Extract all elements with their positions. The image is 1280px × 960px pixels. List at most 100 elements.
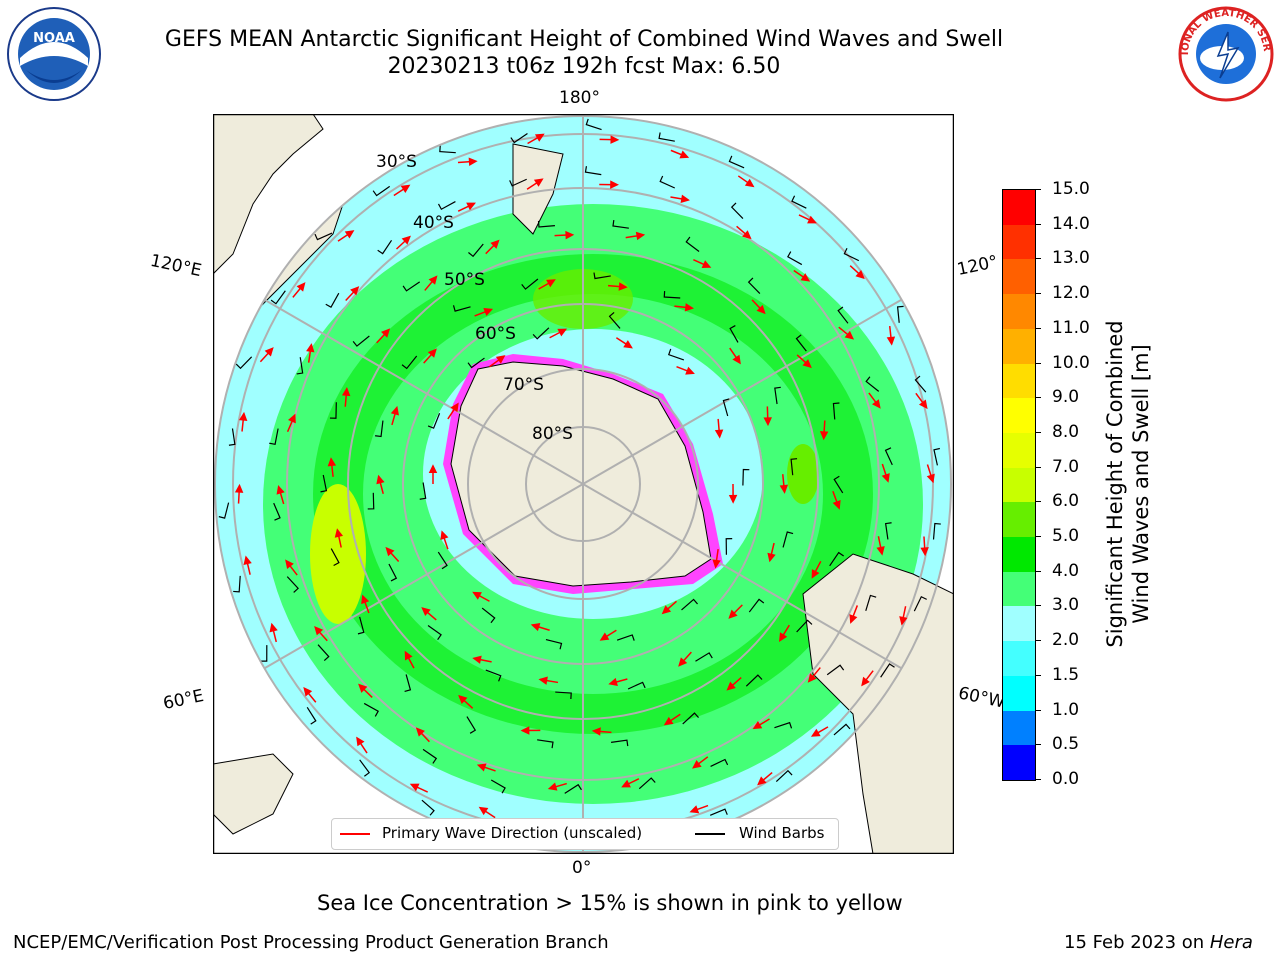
wind-barb (782, 531, 794, 548)
wave-direction-arrowhead (344, 230, 355, 239)
colorbar-tick-mark (1035, 189, 1041, 190)
wind-barb (468, 243, 484, 258)
wave-direction-arrowhead (385, 546, 395, 557)
colorbar-tick-mark (1035, 501, 1041, 503)
wave-direction-arrowhead (876, 546, 885, 556)
wave-direction-arrowhead (855, 269, 865, 280)
colorbar-segment (1003, 432, 1035, 468)
wave-direction-arrowhead (756, 304, 766, 315)
wave-direction-arrowhead (306, 343, 315, 353)
colorbar-tick-label: 1.0 (1052, 699, 1080, 720)
wave-direction-arrowhead (752, 721, 763, 730)
wind-barb (742, 468, 750, 486)
wave-direction-arrowhead (472, 591, 482, 600)
wind-barb (682, 712, 699, 725)
wind-barb (616, 634, 635, 641)
wave-direction-arrowhead (810, 728, 821, 737)
colorbar-segment (1003, 571, 1035, 607)
wind-barb (795, 334, 807, 352)
wave-direction-arrowhead (728, 494, 738, 504)
wave-direction-arrowhead (728, 609, 738, 619)
colorbar-tick-label: 2.0 (1052, 630, 1080, 651)
wind-barb (510, 132, 528, 144)
wind-barb (748, 598, 765, 613)
wind-barb (787, 251, 803, 266)
wave-direction-arrowhead (844, 330, 855, 340)
colorbar-tick-mark (1035, 674, 1041, 676)
wind-barb (352, 335, 370, 347)
wave-direction-arrowhead (285, 559, 294, 569)
wind-barb (914, 375, 927, 393)
wave-direction-arrowhead (763, 417, 772, 427)
footer-host: Hera (1209, 932, 1253, 953)
wave-direction-arrowhead (610, 135, 620, 144)
wind-barb (359, 759, 371, 777)
noaa-logo: NOAA (7, 7, 101, 101)
wave-direction-arrowhead (428, 275, 438, 285)
wind-barb (584, 166, 602, 176)
wave-direction-arrowhead (478, 806, 489, 816)
colorbar-tick-mark (1035, 258, 1041, 260)
wave-direction-arrowhead (415, 727, 425, 737)
wave-direction-arrowhead (689, 805, 700, 814)
colorbar-tick-mark (1035, 536, 1041, 538)
colorbar-tick-label: 7.0 (1052, 456, 1080, 477)
wave-direction-arrowhead (800, 273, 811, 282)
map-legend: Primary Wave Direction (unscaled) Wind B… (331, 818, 839, 850)
wave-direction-arrowhead (341, 387, 351, 397)
wave-direction-arrowhead (685, 366, 695, 375)
colorbar-tick-label: 9.0 (1052, 387, 1080, 408)
wave-direction-arrowhead (350, 286, 360, 296)
wave-direction-arrowhead (886, 336, 896, 346)
wave-direction-arrowhead (635, 231, 646, 241)
wave-direction-arrowhead (476, 763, 487, 772)
colorbar-tick-label: 12.0 (1052, 283, 1090, 304)
wave-direction-arrowhead (358, 683, 368, 693)
wind-barb (377, 239, 393, 255)
colorbar-segment (1003, 190, 1035, 225)
wind-barb (404, 674, 412, 693)
colorbar-tick-label: 13.0 (1052, 248, 1090, 269)
wind-barb (357, 616, 365, 635)
colorbar-segment (1003, 675, 1035, 711)
lon-label-60w: 60°W (956, 683, 1007, 713)
wave-direction-arrowhead (591, 727, 601, 736)
wave-direction-arrowhead (472, 655, 482, 664)
wave-direction-arrowhead (334, 528, 344, 538)
wave-direction-arrowhead (608, 677, 618, 686)
wind-barb (485, 669, 502, 682)
wave-direction-arrowhead (520, 726, 530, 735)
colorbar-segment (1003, 259, 1035, 295)
wind-barb (296, 357, 304, 375)
wind-barb (402, 281, 421, 292)
wave-direction-arrowhead (684, 303, 694, 312)
wind-barb (843, 248, 860, 262)
wave-direction-arrowhead (918, 399, 928, 410)
wave-direction-arrowhead (327, 457, 337, 467)
colorbar-title: Significant Height of Combined Wind Wave… (1103, 320, 1153, 648)
wave-direction-arrowhead (361, 594, 370, 605)
wave-direction-arrowhead (264, 347, 274, 357)
colorbar-tick-mark (1035, 744, 1041, 746)
wind-barb (320, 474, 328, 493)
colorbar-tick-mark (1035, 223, 1041, 225)
wave-direction-arrowhead (269, 622, 278, 633)
wave-direction-arrowhead (427, 348, 437, 358)
wave-direction-arrowhead (458, 694, 468, 705)
wind-barb (865, 376, 880, 392)
wave-direction-arrowhead (533, 178, 544, 187)
wind-barb (728, 155, 745, 169)
wave-direction-arrowhead (807, 673, 817, 683)
colorbar-tick-mark (1035, 605, 1041, 607)
wave-direction-arrowhead (714, 429, 724, 439)
wind-barb (260, 645, 268, 662)
wave-direction-arrowhead (538, 676, 548, 685)
wave-direction-arrowhead (757, 776, 767, 786)
wind-barb (880, 663, 895, 678)
colorbar-tick-mark (1035, 362, 1041, 364)
wave-direction-arrowhead (726, 681, 736, 691)
wind-barb (710, 758, 729, 767)
wind-barb (790, 458, 798, 476)
wave-direction-arrowhead (767, 552, 776, 563)
wave-direction-arrowhead (440, 530, 449, 541)
